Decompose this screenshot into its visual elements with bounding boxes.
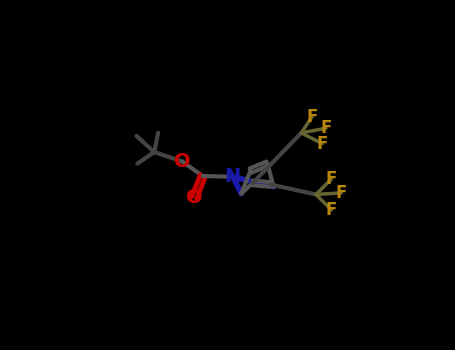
Text: N: N xyxy=(225,167,241,186)
Text: F: F xyxy=(306,108,318,126)
Text: O: O xyxy=(174,152,190,171)
Text: O: O xyxy=(186,188,202,207)
Text: F: F xyxy=(326,170,337,188)
Text: F: F xyxy=(326,201,337,219)
Text: F: F xyxy=(336,184,347,202)
Text: F: F xyxy=(320,119,332,137)
Text: F: F xyxy=(316,135,328,153)
